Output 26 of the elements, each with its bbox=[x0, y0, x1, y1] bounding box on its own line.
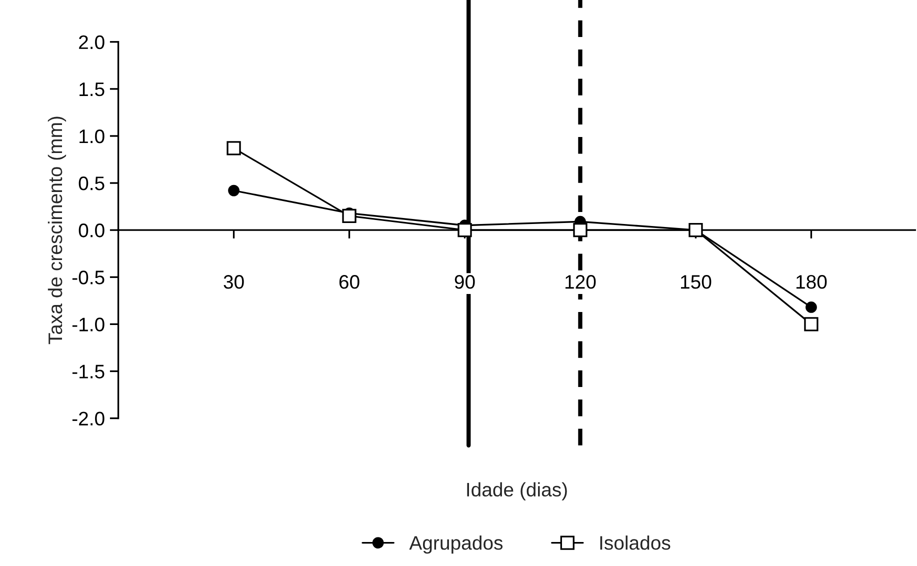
point bbox=[228, 184, 240, 196]
point bbox=[573, 222, 588, 238]
y-tick-label: 2.0 bbox=[79, 35, 104, 50]
y-tick-label: -1.0 bbox=[72, 318, 104, 332]
x-tick-label: 90 bbox=[454, 275, 475, 289]
y-tick-label: -0.5 bbox=[72, 270, 104, 284]
y-tick-label: 0.0 bbox=[78, 224, 104, 238]
point bbox=[804, 317, 818, 332]
legend-label: Isolados bbox=[600, 536, 670, 550]
x-axis-title: Idade (dias) bbox=[467, 482, 567, 500]
x-tick-label: 30 bbox=[224, 275, 244, 289]
y-tick-label: 1.5 bbox=[80, 82, 104, 96]
x-tick-label: 150 bbox=[681, 275, 712, 289]
y-tick-label: -2.0 bbox=[72, 412, 104, 426]
x-tick-label: 60 bbox=[339, 275, 360, 289]
point bbox=[226, 141, 241, 156]
y-axis-title: Taxa de crescimento (mm) bbox=[48, 116, 66, 344]
point bbox=[806, 302, 817, 313]
point bbox=[458, 222, 472, 238]
y-tick-label: 1.0 bbox=[80, 129, 104, 144]
y-tick-label: -1.5 bbox=[72, 364, 104, 378]
y-tick-label: 0.5 bbox=[78, 176, 104, 190]
point bbox=[342, 208, 356, 224]
x-tick-label: 120 bbox=[566, 275, 596, 289]
legend-label: Agrupados bbox=[409, 536, 503, 554]
x-tick-label: 180 bbox=[796, 275, 827, 289]
